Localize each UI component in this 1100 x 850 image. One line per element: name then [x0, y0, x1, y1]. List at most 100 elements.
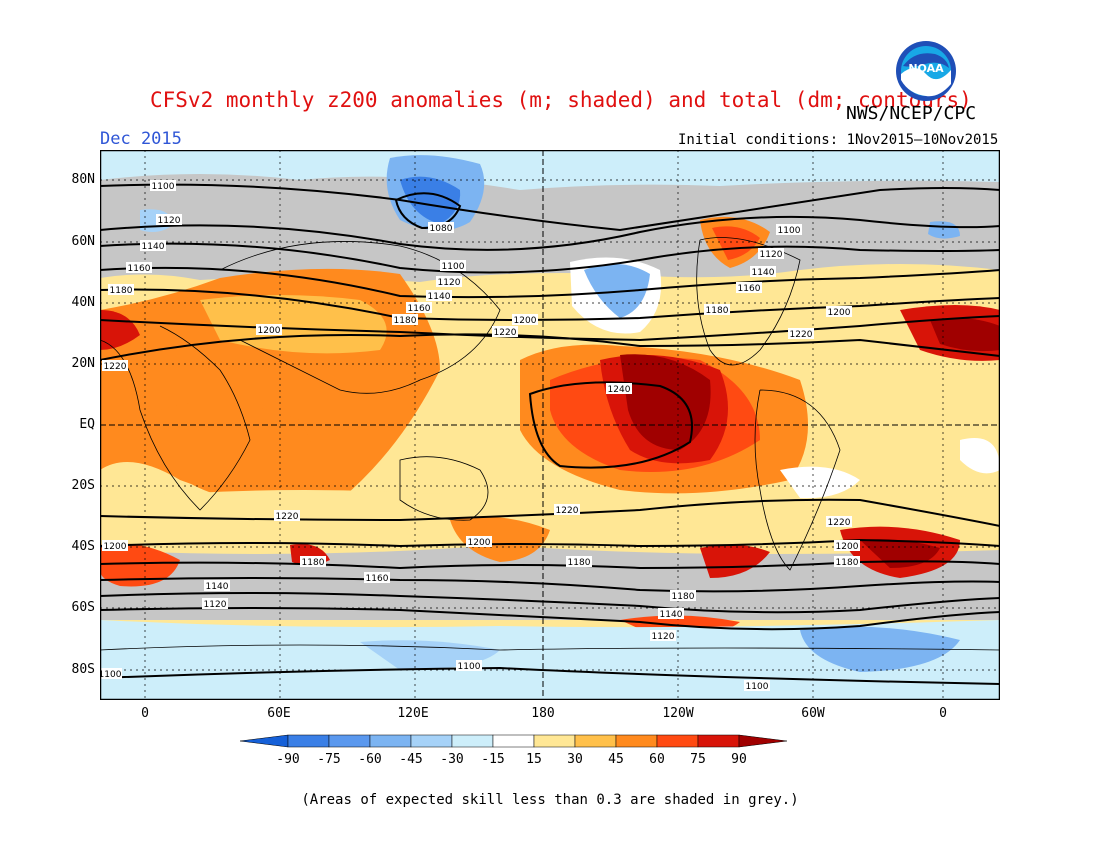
svg-text:1180: 1180 — [302, 558, 325, 568]
contour-label: 1100 — [440, 260, 466, 272]
contour-1140-south — [100, 592, 1000, 614]
contour-label: 1120 — [202, 598, 228, 610]
contour-label: 1140 — [426, 290, 452, 302]
contour-label: 1100 — [456, 660, 482, 672]
lat-label: 80S — [71, 662, 95, 677]
lon-label: 60E — [267, 706, 291, 721]
colorbar-arrow-high — [738, 734, 788, 748]
contour-1120-north — [100, 215, 1000, 251]
australia-south-orange — [450, 516, 550, 562]
colorbar-tick-label: 75 — [690, 752, 706, 767]
contour-label: 1180 — [108, 284, 134, 296]
contour-1160-north — [100, 266, 1000, 299]
chart-title: CFSv2 monthly z200 anomalies (m; shaded)… — [150, 88, 972, 112]
contour-label: 1220 — [492, 326, 518, 338]
contour-label-group: 1100 1120 1140 1160 1180 1200 1220 1080 … — [100, 180, 860, 692]
svg-text:1140: 1140 — [142, 242, 165, 252]
lat-label: 20S — [71, 478, 95, 493]
contour-label: 1180 — [670, 590, 696, 602]
svg-text:1160: 1160 — [366, 574, 389, 584]
svg-text:1220: 1220 — [828, 518, 851, 528]
contour-1200-south — [100, 538, 1000, 548]
svg-text:1100: 1100 — [778, 226, 801, 236]
coastline-south-america — [754, 389, 841, 571]
contour-1080 — [394, 192, 462, 230]
svg-text:1140: 1140 — [752, 268, 775, 278]
svg-text:1200: 1200 — [836, 542, 859, 552]
contour-label: 1140 — [750, 266, 776, 278]
lat-label: 40N — [71, 295, 95, 310]
svg-text:1080: 1080 — [430, 224, 453, 234]
svg-text:1220: 1220 — [276, 512, 299, 522]
antarctic-anomaly — [100, 620, 1000, 700]
colorbar-swatch — [492, 734, 535, 748]
svg-text:1220: 1220 — [790, 330, 813, 340]
colorbar-swatch — [697, 734, 740, 748]
lon-label: 120E — [397, 706, 429, 721]
contour-label: 1140 — [140, 240, 166, 252]
colorbar-swatch — [287, 734, 330, 748]
contour-label: 1080 — [428, 222, 454, 234]
contour-label: 1200 — [512, 314, 538, 326]
greenland-low-core — [400, 176, 461, 224]
contour-label: 1200 — [834, 540, 860, 552]
colorbar-swatch — [533, 734, 576, 748]
initial-conditions: Initial conditions: 1Nov2015–10Nov2015 — [678, 132, 999, 148]
lat-label: 60N — [71, 234, 95, 249]
colorbar-swatch — [615, 734, 658, 748]
svg-text:1100: 1100 — [100, 670, 122, 680]
coastline-north-america — [696, 237, 801, 366]
contour-label: 1200 — [256, 324, 282, 336]
skill-note: (Areas of expected skill less than 0.3 a… — [301, 792, 799, 808]
colorbar-tick-label: -90 — [276, 752, 299, 767]
contour-1100-north — [100, 183, 1000, 232]
coastline-australia — [399, 456, 489, 521]
contour-label: 1220 — [102, 360, 128, 372]
coastline-eurasia — [219, 241, 501, 394]
agency-label: NWS/NCEP/CPC — [846, 103, 977, 124]
colorbar-tick-label: 15 — [526, 752, 542, 767]
svg-text:1120: 1120 — [438, 278, 461, 288]
contour-label: 1120 — [650, 630, 676, 642]
contour-label: 1220 — [554, 504, 580, 516]
contour-label: 1180 — [834, 556, 860, 568]
map-area: 1100 1120 1140 1160 1180 1200 1220 1080 … — [99, 149, 1001, 701]
svg-text:1220: 1220 — [556, 506, 579, 516]
noaa-logo-text: NOAA — [908, 62, 944, 75]
coastlines — [100, 237, 1000, 651]
brazil-white-blob — [780, 466, 860, 499]
contour-label: 1120 — [436, 276, 462, 288]
colorbar-tick-label: 90 — [731, 752, 747, 767]
colorbar-arrow-low — [239, 734, 289, 748]
contour-label: 1120 — [156, 214, 182, 226]
svg-text:1220: 1220 — [104, 362, 127, 372]
contour-label: 1200 — [466, 536, 492, 548]
svg-text:1160: 1160 — [408, 304, 431, 314]
svg-text:1200: 1200 — [258, 326, 281, 336]
contour-label: 1140 — [658, 608, 684, 620]
lon-label: 0 — [141, 706, 149, 721]
pacific-south-red — [700, 544, 770, 578]
contour-label: 1160 — [364, 572, 390, 584]
svg-text:1160: 1160 — [738, 284, 761, 294]
svg-text:1180: 1180 — [836, 558, 859, 568]
contour-1240 — [528, 381, 693, 469]
svg-text:1140: 1140 — [428, 292, 451, 302]
svg-text:1220: 1220 — [494, 328, 517, 338]
contour-label: 1200 — [102, 540, 128, 552]
anomaly-map: 1100 1120 1140 1160 1180 1200 1220 1080 … — [99, 149, 1001, 701]
colorbar: -90 -75 -60 -45 -30 -15 15 30 45 60 75 90 — [239, 733, 862, 773]
contour-label: 1200 — [826, 306, 852, 318]
contour-label: 1160 — [126, 262, 152, 274]
colorbar-tick-label: -75 — [317, 752, 340, 767]
contour-label: 1100 — [150, 180, 176, 192]
contour-1100-south — [100, 666, 1000, 685]
svg-text:1200: 1200 — [468, 538, 491, 548]
svg-text:1120: 1120 — [158, 216, 181, 226]
svg-text:1120: 1120 — [760, 250, 783, 260]
contour-label: 1180 — [704, 304, 730, 316]
svg-text:1100: 1100 — [458, 662, 481, 672]
lon-label: 120W — [662, 706, 694, 721]
contour-label: 1100 — [744, 680, 770, 692]
contour-1180-north — [100, 288, 1000, 321]
